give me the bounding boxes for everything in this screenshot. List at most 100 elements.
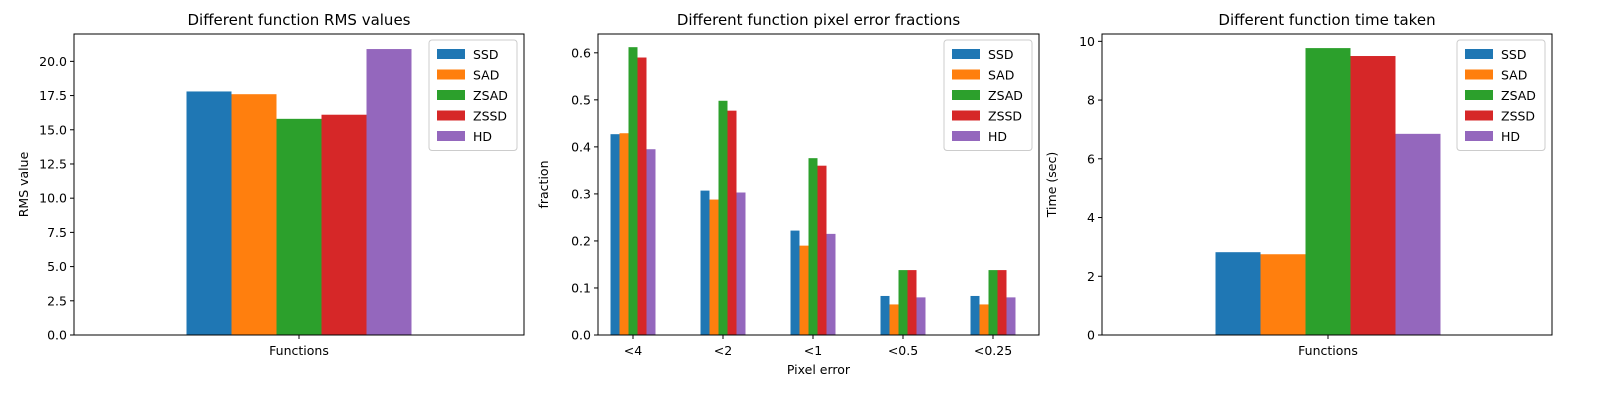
bar-sad-0	[619, 133, 629, 335]
x-tick-label: Functions	[1298, 343, 1358, 358]
x-tick-label: <0.5	[888, 343, 918, 358]
legend-label: HD	[1501, 129, 1520, 144]
y-tick-label: 0	[1087, 328, 1095, 343]
bar-sad-0	[231, 94, 277, 335]
bar-zssd-0	[1350, 56, 1396, 336]
legend-label: SAD	[1501, 68, 1527, 83]
legend-label: ZSAD	[988, 88, 1023, 103]
bar-hd-1	[736, 192, 746, 335]
bar-zssd-0	[321, 114, 367, 335]
y-tick-label: 7.5	[47, 225, 67, 240]
legend-swatch-hd	[437, 131, 465, 141]
axes-frame	[597, 33, 1040, 336]
y-tick-label: 20.0	[39, 54, 67, 69]
bar-hd-0	[366, 49, 412, 336]
y-tick-label: 4	[1087, 210, 1095, 225]
y-tick-label: 15.0	[39, 122, 67, 137]
y-tick-label: 10.0	[39, 191, 67, 206]
legend-swatch-zssd	[1465, 110, 1493, 121]
x-axis-label: Pixel error	[787, 362, 851, 377]
bar-zssd-1	[727, 110, 737, 335]
legend-swatch-sad	[437, 69, 465, 80]
bar-sad-2	[799, 245, 809, 335]
bar-zsad-3	[898, 270, 908, 335]
bar-ssd-0	[610, 134, 620, 335]
bar-sad-0	[1260, 254, 1306, 335]
bar-ssd-4	[970, 295, 980, 335]
bar-hd-0	[1395, 133, 1441, 335]
bar-ssd-1	[700, 190, 710, 335]
legend-label: ZSAD	[473, 88, 508, 103]
legend-label: HD	[473, 129, 492, 144]
y-tick-label: 2.5	[47, 293, 67, 308]
legend-swatch-ssd	[437, 49, 465, 59]
y-tick-label: 8	[1087, 93, 1095, 108]
y-tick-label: 0.0	[571, 328, 591, 343]
x-tick-label: <2	[714, 343, 732, 358]
bar-zsad-1	[718, 100, 728, 335]
x-tick-label: <0.25	[974, 343, 1012, 358]
bar-zsad-0	[276, 118, 322, 335]
y-axis-label: Time (sec)	[1044, 152, 1059, 218]
y-axis-label: RMS value	[16, 151, 31, 217]
legend-label: SAD	[473, 68, 499, 83]
y-tick-label: 0.2	[571, 233, 591, 248]
legend-swatch-zsad	[437, 90, 465, 100]
legend-swatch-zsad	[1465, 90, 1493, 100]
bar-zsad-0	[628, 47, 638, 336]
y-tick-label: 6	[1087, 151, 1095, 166]
legend-box	[428, 39, 518, 151]
y-tick-label: 10	[1079, 34, 1095, 49]
bar-sad-3	[889, 304, 899, 335]
bar-sad-4	[979, 304, 989, 335]
y-tick-label: 5.0	[47, 259, 67, 274]
legend-swatch-hd	[1465, 131, 1493, 141]
legend-box	[1456, 39, 1546, 151]
x-tick-label: Functions	[269, 343, 329, 358]
legend-label: ZSSD	[1501, 109, 1535, 124]
bar-ssd-0	[1215, 252, 1261, 335]
chart-title: Different function RMS values	[188, 11, 411, 29]
y-axis-label: fraction	[536, 160, 551, 208]
legend-swatch-ssd	[952, 49, 980, 59]
legend-label: ZSSD	[988, 109, 1022, 124]
bar-zssd-4	[997, 270, 1007, 335]
legend-label: SSD	[1501, 47, 1527, 62]
bar-hd-2	[826, 233, 836, 335]
legend-swatch-zssd	[952, 110, 980, 121]
bar-zssd-3	[907, 270, 917, 335]
bar-ssd-0	[186, 91, 232, 336]
y-tick-label: 0.6	[571, 45, 591, 60]
bar-hd-4	[1006, 297, 1016, 336]
chart-title: Different function time taken	[1218, 11, 1435, 29]
bar-sad-1	[709, 199, 719, 335]
axes-frame	[73, 33, 525, 336]
bar-zsad-2	[808, 158, 818, 335]
legend-box	[943, 39, 1033, 151]
y-tick-label: 0.1	[571, 280, 591, 295]
y-tick-label: 2	[1087, 269, 1095, 284]
y-tick-label: 17.5	[39, 88, 67, 103]
bar-hd-0	[646, 149, 656, 335]
legend-label: ZSSD	[473, 109, 507, 124]
legend-label: SAD	[988, 68, 1014, 83]
bar-zssd-2	[817, 165, 827, 335]
bar-zssd-0	[637, 57, 647, 336]
y-tick-label: 0.0	[47, 328, 67, 343]
y-tick-label: 0.3	[571, 186, 591, 201]
legend-label: HD	[988, 129, 1007, 144]
legend-swatch-zsad	[952, 90, 980, 100]
x-tick-label: <4	[624, 343, 642, 358]
y-tick-label: 12.5	[39, 156, 67, 171]
chart-title: Different function pixel error fractions	[677, 11, 961, 29]
bar-ssd-3	[880, 295, 890, 335]
legend-label: ZSAD	[1501, 88, 1536, 103]
legend-swatch-sad	[952, 69, 980, 80]
bar-ssd-2	[790, 230, 800, 335]
x-tick-label: <1	[804, 343, 822, 358]
y-tick-label: 0.4	[571, 139, 591, 154]
legend-swatch-ssd	[1465, 49, 1493, 59]
bar-zsad-0	[1305, 48, 1351, 335]
axes-frame	[1101, 33, 1553, 336]
